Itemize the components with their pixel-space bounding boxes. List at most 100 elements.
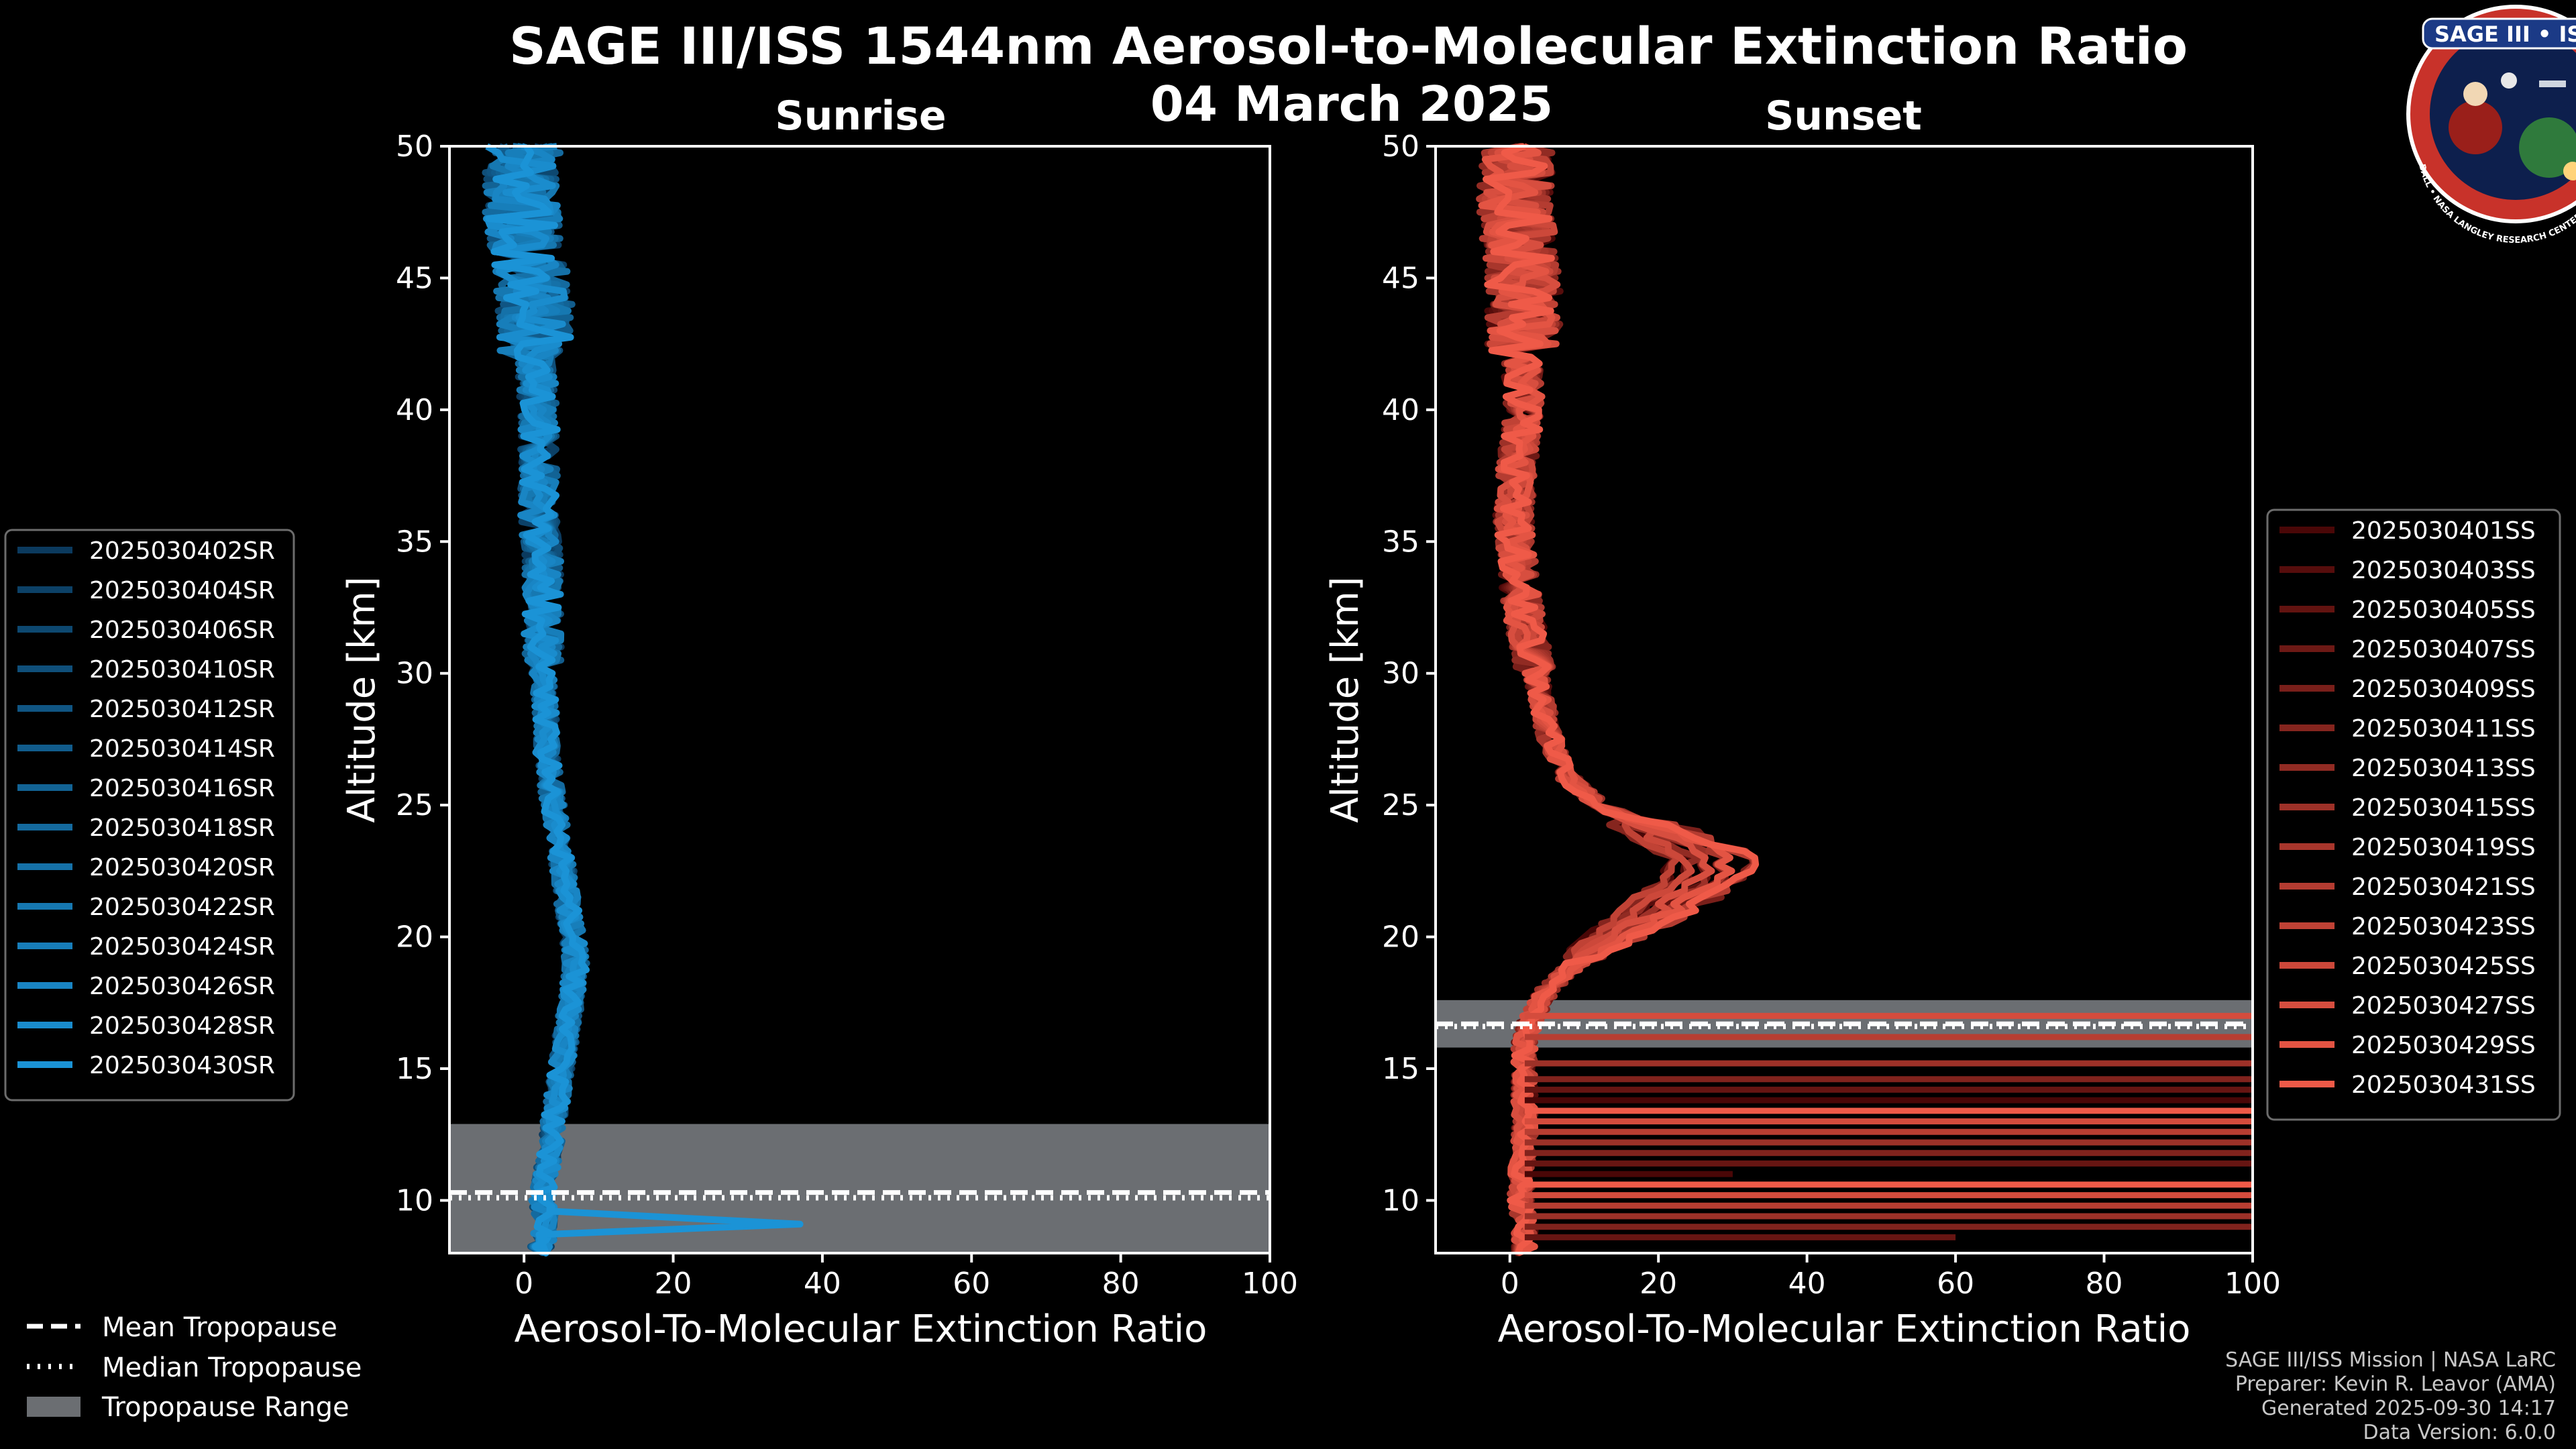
legend-entry: 2025030429SS [2351, 1032, 2536, 1059]
sunset-ticks: 0 20 40 60 80 100 10 15 20 25 30 35 40 45 50 [1382, 129, 2281, 1301]
sage-figure-icon [2449, 101, 2502, 154]
x-tick-label: 60 [953, 1267, 990, 1301]
sunrise-x-label: Aerosol-To-Molecular Extinction Ratio [515, 1307, 1208, 1351]
legend-entry: 2025030425SS [2351, 953, 2536, 980]
footer-preparer: Preparer: Kevin R. Leavor (AMA) [2235, 1373, 2556, 1396]
legend-entry: 2025030406SR [89, 616, 275, 644]
legend-entry: 2025030404SR [89, 577, 275, 604]
sunset-legend: 2025030401SS 2025030403SS 2025030405SS 2025… [2266, 508, 2561, 1121]
sunset-profiles [1476, 143, 2253, 1256]
legend-entry: 2025030409SS [2351, 676, 2536, 703]
legend-entry: 2025030426SR [89, 973, 275, 1000]
y-tick-label: 45 [396, 261, 433, 295]
y-tick-label: 15 [1382, 1052, 1419, 1086]
moon-icon [2501, 72, 2517, 89]
legend-entry: 2025030411SS [2351, 715, 2536, 743]
y-tick-label: 35 [396, 525, 433, 559]
tropopause-range-label: Tropopause Range [101, 1392, 350, 1423]
legend-entry: 2025030431SS [2351, 1071, 2536, 1099]
y-tick-label: 50 [396, 129, 433, 164]
sunset-plot-area [1436, 146, 2253, 1253]
y-tick-label: 25 [396, 788, 433, 822]
sunrise-panel-title: Sunrise [775, 93, 946, 140]
y-tick-label: 35 [1382, 525, 1419, 559]
legend-entry: 2025030427SS [2351, 992, 2536, 1020]
sunrise-plot: 0 20 40 60 80 100 10 15 20 25 30 35 40 45 50 Aerosol-T… [340, 129, 1298, 1351]
sunset-y-label: Altitude [km] [1324, 576, 1367, 822]
profile-line-2025030431SS [1483, 143, 1760, 1254]
footer-data-version: Data Version: 6.0.0 [2363, 1421, 2556, 1444]
logo-banner [2422, 17, 2576, 50]
legend-box [2266, 508, 2561, 1121]
iss-icon [2539, 80, 2566, 87]
legend-entry: 2025030414SR [89, 735, 275, 763]
x-tick-label: 20 [1640, 1267, 1677, 1301]
x-tick-label: 40 [1788, 1267, 1826, 1301]
y-tick-label: 50 [1382, 129, 1419, 164]
legend-entry: 2025030405SS [2351, 596, 2536, 624]
profile-line-2025030430SR [485, 144, 804, 1256]
legend-entry: 2025030410SR [89, 656, 275, 684]
tropopause-range-swatch [27, 1397, 80, 1417]
sunrise-axes-frame [448, 145, 1271, 1254]
legend-entry: 2025030418SR [89, 814, 275, 842]
legend-entry: 2025030413SS [2351, 755, 2536, 782]
legend-entry: 2025030416SR [89, 775, 275, 802]
sunrise-legend: 2025030402SR 2025030404SR 2025030406SR 2025… [4, 529, 295, 1102]
legend-entry: 2025030419SS [2351, 834, 2536, 861]
y-tick-label: 20 [396, 920, 433, 955]
y-tick-label: 25 [1382, 788, 1419, 822]
footer-generated: Generated 2025-09-30 14:17 [2261, 1397, 2556, 1420]
sunset-x-label: Aerosol-To-Molecular Extinction Ratio [1498, 1307, 2191, 1351]
legend-entry: 2025030423SS [2351, 913, 2536, 941]
legend-entry: 2025030412SR [89, 696, 275, 723]
legend-entry: 2025030422SR [89, 894, 275, 921]
legend-entry: 2025030402SR [89, 537, 275, 565]
x-tick-label: 0 [515, 1267, 533, 1301]
x-tick-label: 40 [804, 1267, 841, 1301]
sunrise-y-label: Altitude [km] [340, 576, 384, 822]
y-tick-label: 40 [1382, 393, 1419, 427]
sunset-panel-title: Sunset [1765, 93, 1922, 140]
footer: SAGE III/ISS Mission | NASA LaRC Prepare… [2225, 1348, 2556, 1444]
tropopause-legend: Mean Tropopause Median Tropopause Tropop… [27, 1312, 362, 1423]
x-tick-label: 0 [1501, 1267, 1519, 1301]
mean-tropopause-label: Mean Tropopause [102, 1312, 337, 1343]
legend-box [4, 529, 295, 1102]
x-tick-label: 100 [1242, 1267, 1298, 1301]
legend-entry: 2025030420SR [89, 854, 275, 881]
sage-face-icon [2463, 82, 2487, 106]
legend-entry: 2025030430SR [89, 1052, 275, 1079]
legend-entry: 2025030401SS [2351, 517, 2536, 545]
x-tick-label: 100 [2224, 1267, 2281, 1301]
x-tick-label: 20 [655, 1267, 692, 1301]
sunset-plot: 0 20 40 60 80 100 10 15 20 25 30 35 40 45 50 Aerosol-T… [1324, 129, 2281, 1351]
legend-entry: 2025030428SR [89, 1012, 275, 1040]
date-title: 04 March 2025 [1150, 76, 1553, 132]
x-tick-label: 60 [1937, 1267, 1974, 1301]
y-tick-label: 40 [396, 393, 433, 427]
sunrise-profiles [482, 143, 804, 1256]
sunrise-plot-area [449, 146, 1270, 1253]
sage-mission-logo: SAGE III • ISS BALL • NASA LANGLEY RESEA… [2406, 5, 2576, 246]
legend-entry: 2025030424SR [89, 933, 275, 961]
legend-entry: 2025030421SS [2351, 873, 2536, 901]
legend-entry: 2025030407SS [2351, 636, 2536, 663]
legend-entry: 2025030403SS [2351, 557, 2536, 584]
y-tick-label: 20 [1382, 920, 1419, 955]
y-tick-label: 30 [396, 657, 433, 691]
legend-entry: 2025030415SS [2351, 794, 2536, 822]
x-tick-label: 80 [1102, 1267, 1140, 1301]
median-tropopause-label: Median Tropopause [102, 1352, 362, 1383]
x-tick-label: 80 [2086, 1267, 2123, 1301]
earth-icon [2519, 117, 2576, 178]
footer-mission: SAGE III/ISS Mission | NASA LaRC [2225, 1348, 2556, 1372]
y-tick-label: 10 [396, 1183, 433, 1218]
logo-title: SAGE III • ISS [2434, 21, 2576, 47]
y-tick-label: 45 [1382, 261, 1419, 295]
main-title: SAGE III/ISS 1544nm Aerosol-to-Molecular… [509, 16, 2188, 76]
sun-icon [2563, 162, 2576, 180]
y-tick-label: 15 [396, 1052, 433, 1086]
y-tick-label: 10 [1382, 1183, 1419, 1218]
